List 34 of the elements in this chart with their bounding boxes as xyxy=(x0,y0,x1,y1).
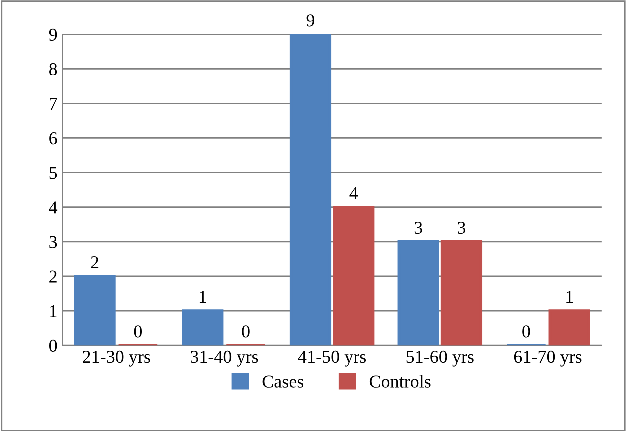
x-tick-label: 21-30 yrs xyxy=(83,350,150,367)
data-label: 2 xyxy=(91,256,99,268)
data-label: 1 xyxy=(200,291,206,304)
bar xyxy=(182,310,224,346)
bar xyxy=(333,206,375,346)
bar xyxy=(290,34,332,346)
y-tick-label: 6 xyxy=(50,132,58,145)
y-tick-label: 1 xyxy=(50,305,57,318)
data-label: 0 xyxy=(134,326,142,338)
y-tick-label: 2 xyxy=(50,270,57,283)
bar xyxy=(398,240,440,346)
bar xyxy=(440,240,483,346)
y-tick-label: 9 xyxy=(49,28,58,41)
y-tick-label: 3 xyxy=(50,236,58,248)
data-label: 0 xyxy=(242,326,250,338)
y-tick-label: 5 xyxy=(50,167,58,180)
bar xyxy=(74,275,116,346)
x-tick-label: 61-70 yrs xyxy=(514,350,582,367)
x-tick-label: 51-60 yrs xyxy=(406,350,474,367)
data-label: 3 xyxy=(458,222,466,234)
data-label: 3 xyxy=(414,222,422,234)
x-tick-label: 31-40 yrs xyxy=(190,350,258,367)
legend-label: Cases xyxy=(262,376,304,388)
y-tick-label: 0 xyxy=(50,340,58,352)
data-label: 9 xyxy=(306,14,315,27)
data-label: 0 xyxy=(522,326,530,338)
y-tick-label: 7 xyxy=(50,98,58,110)
bar xyxy=(548,310,590,346)
y-tick-label: 4 xyxy=(49,202,58,214)
legend-label: Controls xyxy=(370,375,431,388)
x-tick-label: 41-50 yrs xyxy=(298,350,366,367)
data-label: 4 xyxy=(350,187,358,200)
y-tick-label: 8 xyxy=(50,63,58,76)
data-label: 1 xyxy=(566,291,573,304)
